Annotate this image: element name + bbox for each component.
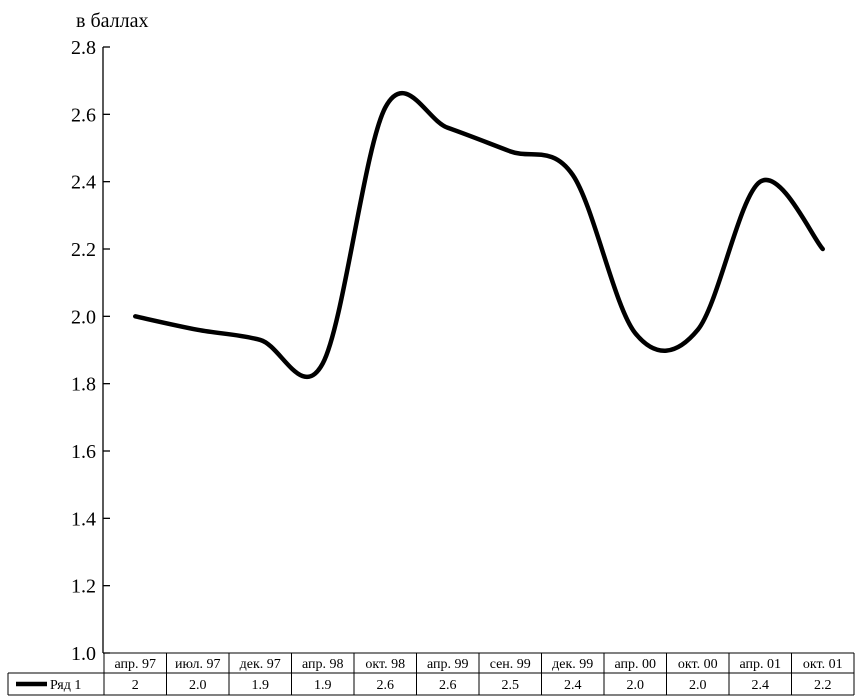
x-category-label: апр. 01 <box>739 657 781 672</box>
table-value-cell: 2.0 <box>689 678 707 693</box>
table-value-cell: 2.6 <box>377 678 395 693</box>
data-point <box>196 328 200 332</box>
x-category-label: дек. 99 <box>552 657 593 672</box>
data-point <box>758 180 762 184</box>
table-value-cell: 2.4 <box>752 678 770 693</box>
y-tick-label: 1.4 <box>71 508 96 530</box>
x-category-label: апр. 98 <box>302 657 344 672</box>
data-point <box>321 361 325 365</box>
x-category-label: дек. 97 <box>240 657 281 672</box>
legend-series-label: Ряд 1 <box>50 678 81 693</box>
table-value-cell: 2.0 <box>189 678 207 693</box>
y-tick-label: 2.8 <box>71 37 96 59</box>
x-category-label: окт. 01 <box>803 657 843 672</box>
table-value-cell: 1.9 <box>314 678 332 693</box>
table-value-cell: 2.2 <box>814 678 832 693</box>
y-tick-label: 2.2 <box>71 239 96 261</box>
x-category-label: апр. 99 <box>427 657 469 672</box>
data-point <box>133 314 137 318</box>
x-category-label: сен. 99 <box>490 657 531 672</box>
x-category-label: окт. 98 <box>365 657 405 672</box>
x-category-label: апр. 00 <box>614 657 656 672</box>
y-tick-label: 1.8 <box>71 374 96 396</box>
data-point <box>383 106 387 110</box>
data-point <box>696 328 700 332</box>
data-table: апр. 97 июл. 97 дек. 97 апр. 98 окт. 98 апр. … <box>7 652 855 696</box>
data-point <box>508 149 512 153</box>
data-point <box>258 338 262 342</box>
y-tick-label: 1.6 <box>71 441 96 463</box>
x-category-label: июл. 97 <box>175 657 221 672</box>
y-tick-label: 1.2 <box>71 576 96 598</box>
data-point <box>821 247 825 251</box>
data-point <box>633 331 637 335</box>
table-value-cell: 2.5 <box>502 678 520 693</box>
y-tick-label: 2.6 <box>71 104 96 126</box>
table-value-cell: 2.6 <box>439 678 457 693</box>
data-point <box>446 126 450 130</box>
y-tick-label: 2.4 <box>71 172 96 194</box>
table-value-cell: 2 <box>132 678 139 693</box>
table-value-cell: 2.4 <box>564 678 582 693</box>
y-axis-label: в баллах <box>76 10 149 32</box>
y-tick-label: 2.0 <box>71 306 96 328</box>
x-category-label: апр. 97 <box>114 657 156 672</box>
table-value-cell: 1.9 <box>252 678 270 693</box>
y-axis: 1.0 1.2 1.4 1.6 1.8 2.0 2.2 2.4 2.6 2.8 <box>71 37 110 665</box>
series-line <box>133 90 825 380</box>
series-layer <box>133 90 825 380</box>
x-category-label: окт. 00 <box>678 657 718 672</box>
data-point <box>571 173 575 177</box>
y-tick-label: 1.0 <box>71 643 96 665</box>
table-value-cell: 2.0 <box>627 678 645 693</box>
